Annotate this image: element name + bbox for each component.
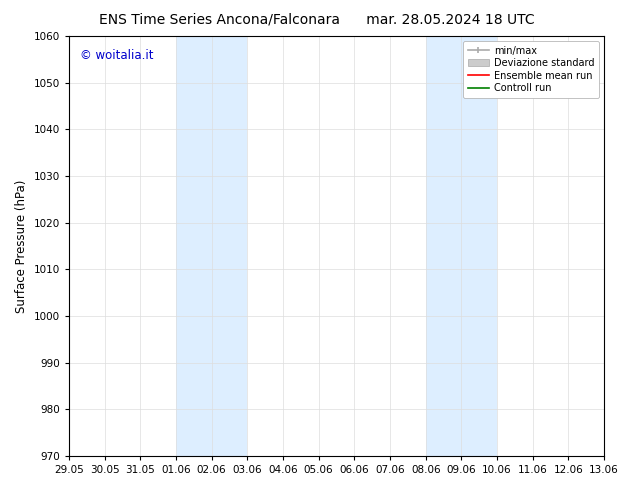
Y-axis label: Surface Pressure (hPa): Surface Pressure (hPa) [15, 179, 28, 313]
Bar [425, 36, 497, 456]
Text: © woitalia.it: © woitalia.it [79, 49, 153, 62]
Text: ENS Time Series Ancona/Falconara      mar. 28.05.2024 18 UTC: ENS Time Series Ancona/Falconara mar. 28… [99, 12, 535, 26]
Bar [176, 36, 247, 456]
Legend: min/max, Deviazione standard, Ensemble mean run, Controll run: min/max, Deviazione standard, Ensemble m… [463, 41, 599, 98]
